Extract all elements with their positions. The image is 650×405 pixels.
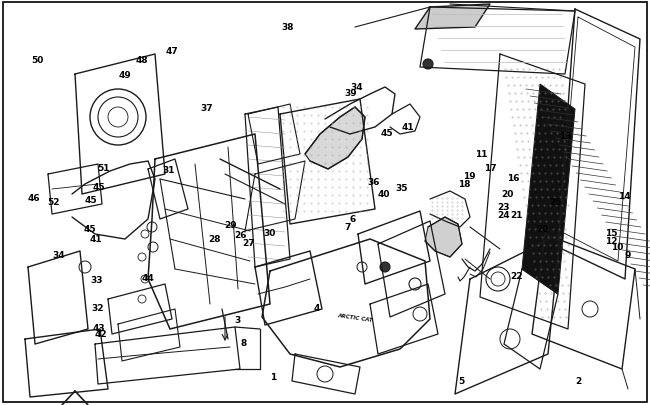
Text: 40: 40	[377, 190, 390, 199]
Text: 52: 52	[47, 198, 60, 207]
Text: 39: 39	[344, 89, 358, 98]
Text: 3: 3	[234, 315, 240, 324]
Text: 20: 20	[500, 190, 514, 199]
Text: 36: 36	[367, 178, 380, 187]
Polygon shape	[425, 217, 462, 257]
Text: 30: 30	[263, 228, 276, 237]
Text: 25: 25	[549, 198, 562, 207]
Text: 45: 45	[380, 129, 393, 138]
Text: 44: 44	[142, 273, 155, 282]
Text: 46: 46	[27, 194, 40, 203]
Circle shape	[380, 262, 390, 272]
Text: 17: 17	[484, 164, 497, 173]
Text: 50: 50	[31, 55, 44, 64]
Polygon shape	[415, 5, 490, 30]
Text: 11: 11	[474, 149, 488, 158]
Text: 42: 42	[94, 330, 107, 339]
Text: 5: 5	[458, 376, 465, 385]
Text: 41: 41	[90, 234, 103, 243]
Polygon shape	[305, 108, 365, 170]
Text: 14: 14	[618, 192, 630, 201]
Text: 21: 21	[510, 210, 523, 219]
Text: 48: 48	[135, 55, 148, 64]
Text: 47: 47	[166, 47, 179, 56]
Text: 10: 10	[611, 243, 624, 252]
Text: 8: 8	[240, 338, 247, 347]
Text: 34: 34	[52, 251, 65, 260]
Text: 27: 27	[242, 239, 255, 247]
Text: 12: 12	[604, 237, 617, 245]
Text: 20: 20	[536, 224, 549, 233]
Text: 6: 6	[349, 214, 356, 223]
Text: 4: 4	[314, 303, 320, 312]
Text: 7: 7	[344, 222, 351, 231]
Text: 1: 1	[270, 372, 276, 381]
Text: 45: 45	[83, 224, 96, 233]
Text: 31: 31	[162, 166, 176, 175]
Text: 16: 16	[507, 174, 520, 183]
Text: 29: 29	[224, 220, 237, 229]
Text: 22: 22	[510, 271, 523, 280]
Text: 18: 18	[458, 180, 471, 189]
Text: 45: 45	[84, 196, 98, 205]
Text: 37: 37	[200, 104, 213, 113]
Text: 9: 9	[624, 251, 630, 260]
Text: 2: 2	[575, 376, 582, 385]
Text: 41: 41	[402, 123, 415, 132]
Text: 13: 13	[559, 131, 572, 140]
Text: 43: 43	[92, 323, 105, 332]
Text: 33: 33	[90, 275, 103, 284]
Text: 51: 51	[98, 164, 111, 173]
Text: 28: 28	[208, 234, 221, 243]
Text: 24: 24	[497, 210, 510, 219]
Text: 23: 23	[497, 202, 510, 211]
Text: ARCTIC CAT: ARCTIC CAT	[337, 312, 373, 322]
Text: 15: 15	[604, 228, 617, 237]
Text: 19: 19	[463, 172, 476, 181]
Text: 49: 49	[118, 70, 131, 79]
Text: 38: 38	[281, 23, 294, 32]
Text: 45: 45	[92, 183, 105, 192]
Text: 32: 32	[91, 303, 104, 312]
Text: 35: 35	[395, 184, 408, 193]
Text: 34: 34	[350, 83, 363, 92]
Polygon shape	[522, 85, 575, 294]
Circle shape	[423, 60, 433, 70]
Text: 26: 26	[234, 230, 247, 239]
